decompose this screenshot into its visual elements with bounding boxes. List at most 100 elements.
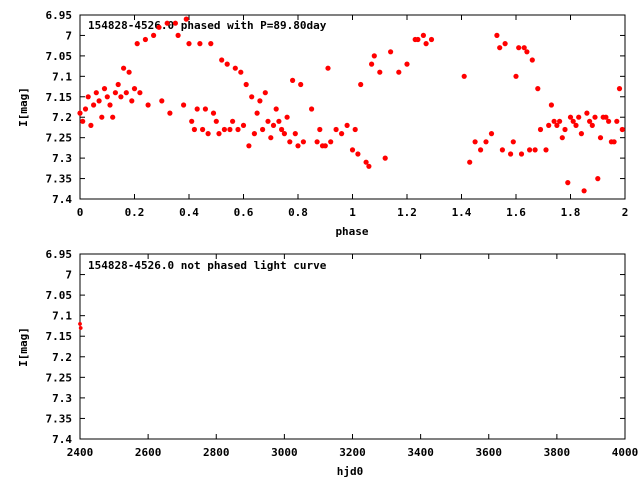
data-point xyxy=(101,86,108,92)
x-tick-label: 1.4 xyxy=(452,206,472,219)
data-point xyxy=(137,90,143,96)
y-axis-label: I[mag] xyxy=(17,87,30,127)
data-point xyxy=(578,131,585,137)
data-point xyxy=(369,61,375,67)
data-point xyxy=(537,126,544,133)
data-point xyxy=(262,90,268,96)
x-tick-label: 2400 xyxy=(67,446,94,459)
data-point xyxy=(603,114,609,120)
data-point xyxy=(208,41,214,47)
data-point xyxy=(216,131,222,137)
data-point xyxy=(292,131,298,137)
data-point xyxy=(268,135,274,141)
y-axis-ticks: 6.95 7 7.05 7.1 7.15 7.2 7.25 7.3 7.35 7.4 xyxy=(46,248,625,446)
y-tick-label: 7.25 xyxy=(46,371,73,384)
y-axis-label: I[mag] xyxy=(17,327,30,367)
x-tick-label: 0.6 xyxy=(234,206,254,219)
data-point xyxy=(167,110,173,116)
x-tick-label: 1.2 xyxy=(397,206,417,219)
data-point xyxy=(339,131,345,137)
phased-light-curve-panel: 154828-4526.0 phased with P=89.80day 6.9… xyxy=(17,9,628,238)
x-tick-label: 0 xyxy=(77,206,84,219)
chart-title: 154828-4526.0 phased with P=89.80day xyxy=(88,19,327,32)
data-point xyxy=(260,126,266,133)
data-point xyxy=(461,73,467,79)
data-point xyxy=(279,126,285,133)
data-point xyxy=(576,114,582,120)
data-point xyxy=(240,122,247,128)
data-point xyxy=(595,176,601,182)
y-tick-label: 7.15 xyxy=(46,330,73,343)
plot-frame xyxy=(79,14,626,200)
data-point xyxy=(508,151,514,157)
data-point xyxy=(589,122,595,128)
plot-frame xyxy=(79,253,626,440)
data-point xyxy=(478,147,484,153)
data-point xyxy=(567,114,574,120)
data-point xyxy=(200,126,206,133)
data-point xyxy=(543,147,549,153)
data-point xyxy=(597,135,604,141)
y-tick-label: 7.15 xyxy=(46,91,73,104)
data-point xyxy=(499,147,505,153)
data-point xyxy=(224,61,230,67)
data-point xyxy=(546,122,552,128)
data-point xyxy=(467,159,473,165)
data-point xyxy=(521,45,527,51)
data-point xyxy=(257,98,263,104)
data-point xyxy=(243,81,249,88)
y-tick-label: 7.4 xyxy=(52,193,72,206)
data-point xyxy=(295,143,301,149)
data-point xyxy=(181,102,187,108)
data-point xyxy=(532,147,538,153)
data-point xyxy=(121,65,127,71)
data-point xyxy=(352,126,358,133)
data-point xyxy=(118,94,124,100)
data-point xyxy=(156,24,162,30)
data-point xyxy=(344,122,350,128)
y-tick-label: 7.2 xyxy=(52,351,72,364)
y-tick-label: 7.05 xyxy=(46,50,73,63)
x-tick-label: 3800 xyxy=(544,446,571,459)
x-tick-label: 0.4 xyxy=(179,206,199,219)
y-tick-label: 7 xyxy=(65,29,72,42)
data-point xyxy=(415,36,421,43)
y-tick-label: 7.05 xyxy=(46,289,73,302)
data-point xyxy=(548,102,555,108)
data-point xyxy=(210,110,217,116)
data-point xyxy=(129,98,135,104)
x-axis-label: phase xyxy=(335,225,368,238)
data-point xyxy=(423,41,429,47)
data-point xyxy=(197,41,203,47)
x-tick-label: 0.8 xyxy=(288,206,308,219)
unphased-light-curve-panel: 154828-4526.0 not phased light curve 6.9… xyxy=(17,248,638,478)
data-point xyxy=(565,180,571,186)
data-point xyxy=(78,322,82,326)
data-point xyxy=(581,188,587,194)
data-point xyxy=(322,143,328,149)
x-tick-label: 3400 xyxy=(407,446,434,459)
data-point xyxy=(265,118,271,124)
y-tick-label: 7.35 xyxy=(46,173,73,186)
data-point xyxy=(151,32,157,39)
data-points xyxy=(77,16,625,194)
data-point xyxy=(592,114,598,120)
data-point xyxy=(527,147,533,153)
data-point xyxy=(142,36,148,43)
data-point xyxy=(314,139,320,145)
data-point xyxy=(513,73,519,79)
data-point xyxy=(85,94,91,100)
y-tick-label: 7.25 xyxy=(46,132,73,145)
data-point xyxy=(358,81,364,88)
data-point xyxy=(488,131,495,137)
data-point xyxy=(290,77,296,83)
data-point xyxy=(557,118,563,124)
data-point xyxy=(281,131,287,137)
data-point xyxy=(189,118,195,124)
data-point xyxy=(529,57,535,63)
data-point xyxy=(388,49,394,55)
data-point xyxy=(518,151,525,157)
data-point xyxy=(516,45,522,51)
data-point xyxy=(164,20,170,26)
